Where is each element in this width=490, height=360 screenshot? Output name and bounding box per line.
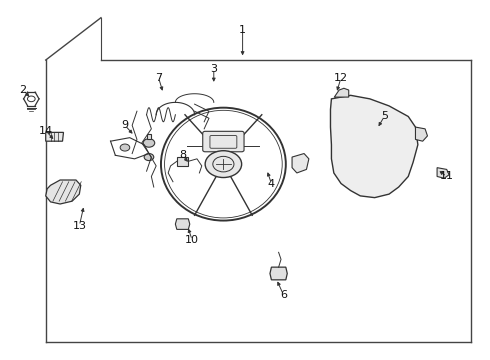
- Polygon shape: [292, 153, 309, 173]
- Polygon shape: [437, 168, 449, 178]
- FancyBboxPatch shape: [346, 168, 386, 187]
- Text: 11: 11: [440, 171, 454, 181]
- Polygon shape: [175, 219, 190, 229]
- Circle shape: [144, 153, 154, 161]
- Text: 6: 6: [280, 290, 287, 300]
- Polygon shape: [416, 127, 427, 141]
- Circle shape: [205, 151, 242, 177]
- Polygon shape: [46, 132, 64, 141]
- Text: 12: 12: [334, 73, 348, 83]
- Polygon shape: [177, 157, 188, 166]
- Text: 7: 7: [155, 73, 162, 83]
- Text: 10: 10: [185, 235, 199, 245]
- Text: 13: 13: [73, 221, 86, 231]
- Text: 14: 14: [39, 126, 53, 136]
- Text: 9: 9: [122, 120, 128, 130]
- Polygon shape: [270, 267, 287, 280]
- Circle shape: [120, 144, 130, 151]
- FancyBboxPatch shape: [343, 122, 392, 147]
- Circle shape: [143, 139, 155, 147]
- Text: 8: 8: [179, 150, 186, 160]
- Polygon shape: [46, 180, 81, 204]
- Text: 4: 4: [268, 179, 275, 189]
- Text: 5: 5: [381, 112, 388, 121]
- FancyBboxPatch shape: [203, 131, 244, 152]
- Polygon shape: [334, 88, 349, 97]
- Polygon shape: [330, 95, 418, 198]
- FancyBboxPatch shape: [348, 147, 392, 168]
- Text: 2: 2: [20, 85, 27, 95]
- Text: 1: 1: [239, 25, 246, 35]
- Text: 3: 3: [210, 64, 217, 74]
- Polygon shape: [147, 134, 151, 139]
